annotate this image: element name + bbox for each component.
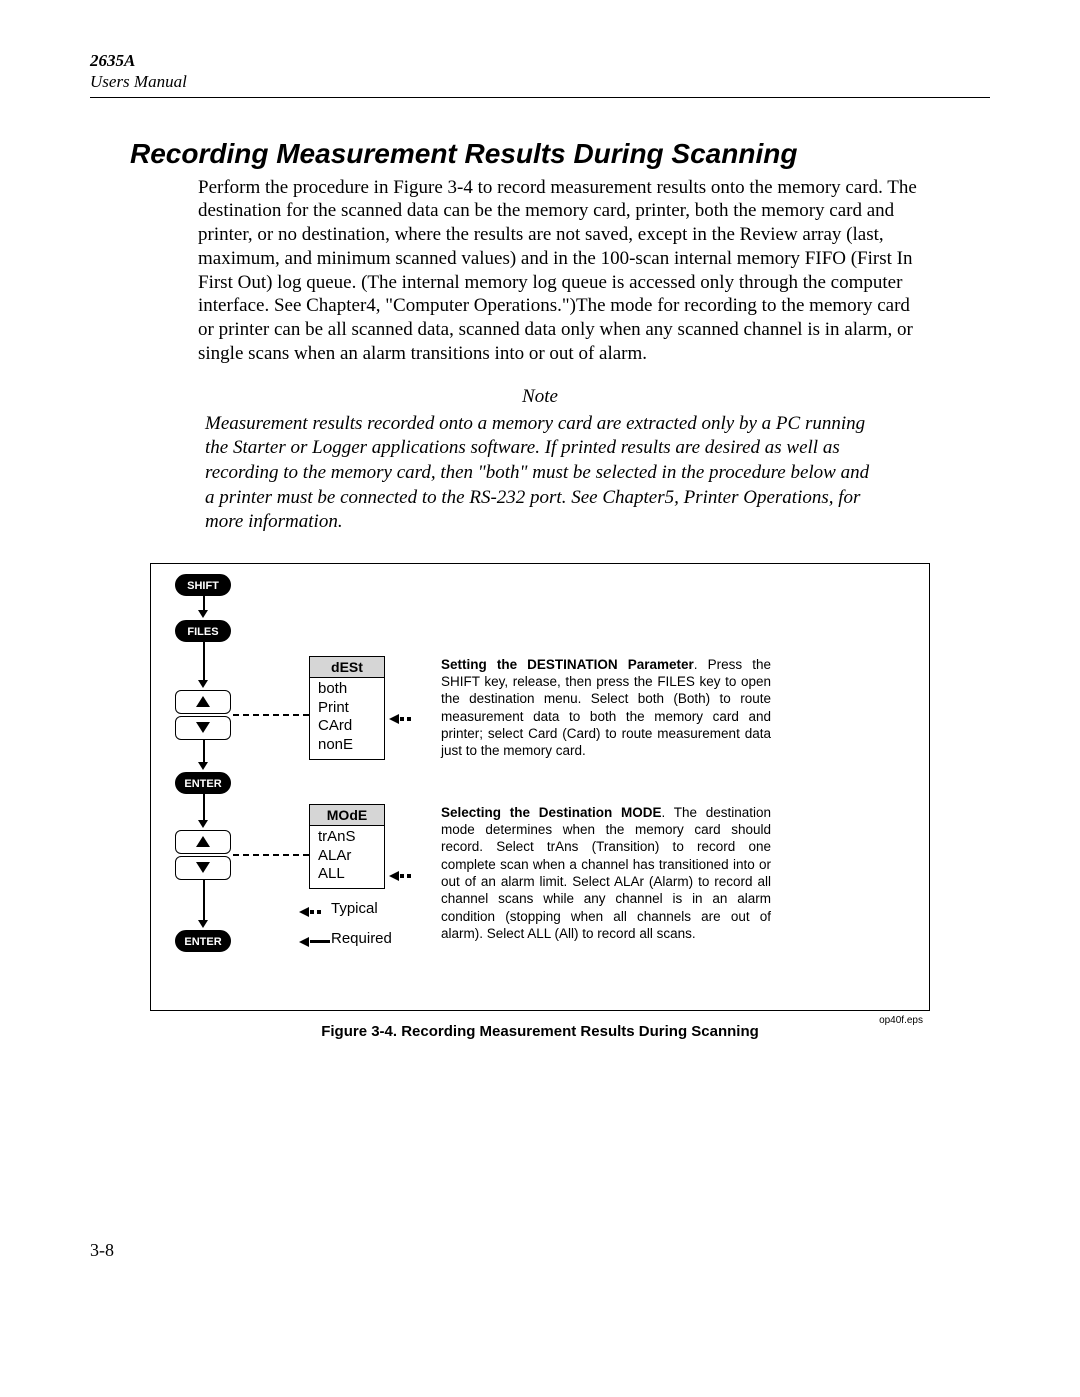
section-title: Recording Measurement Results During Sca…: [130, 138, 990, 170]
header-manual: Users Manual: [90, 71, 990, 92]
dashed-connector: [233, 714, 309, 716]
mode-header: MOdE: [310, 805, 384, 826]
flow-arrowhead-icon: [198, 820, 208, 828]
flow-line: [203, 642, 205, 682]
page-number: 3-8: [90, 1240, 990, 1261]
mode-options: trAnS ALAr ALL: [310, 826, 384, 888]
typical-arrow-icon: [389, 714, 414, 724]
header-model: 2635A: [90, 50, 990, 71]
note-body: Measurement results recorded onto a memo…: [205, 412, 875, 535]
figure-eps-name: op40f.eps: [879, 1015, 923, 1026]
desc1-title: Setting the DESTINATION Parameter: [441, 657, 694, 672]
page-header: 2635A Users Manual: [90, 50, 990, 93]
enter-button: ENTER: [175, 930, 231, 952]
dest-header: dESt: [310, 657, 384, 678]
up-arrow-button: [175, 690, 231, 714]
files-button: FILES: [175, 620, 231, 642]
enter-button: ENTER: [175, 772, 231, 794]
flow-line: [203, 740, 205, 764]
legend-typical-arrow-icon: [299, 907, 324, 917]
body-paragraph: Perform the procedure in Figure 3-4 to r…: [198, 176, 930, 366]
dest-opt: CArd: [318, 717, 376, 736]
desc2-title: Selecting the Destination MODE: [441, 805, 661, 820]
triangle-up-icon: [196, 836, 210, 847]
desc2-body: . The destination mode determines when t…: [441, 805, 771, 941]
figure-frame: SHIFT FILES dESt both Print CArd nonE: [150, 563, 930, 1011]
dashed-connector: [233, 854, 309, 856]
mode-opt: trAnS: [318, 828, 376, 847]
dest-option-box: dESt both Print CArd nonE: [309, 656, 385, 760]
down-arrow-button: [175, 856, 231, 880]
triangle-up-icon: [196, 696, 210, 707]
desc-mode: Selecting the Destination MODE. The dest…: [441, 804, 771, 942]
legend-required-arrow-icon: [299, 937, 330, 947]
legend-required-label: Required: [331, 930, 392, 947]
figure-container: SHIFT FILES dESt both Print CArd nonE: [150, 563, 930, 1040]
flow-arrowhead-icon: [198, 680, 208, 688]
mode-opt: ALAr: [318, 847, 376, 866]
header-rule: [90, 97, 990, 98]
flow-line: [203, 794, 205, 822]
note-label: Note: [90, 386, 990, 408]
dest-opt: Print: [318, 699, 376, 718]
dest-opt: both: [318, 680, 376, 699]
flow-arrowhead-icon: [198, 762, 208, 770]
triangle-down-icon: [196, 862, 210, 873]
triangle-down-icon: [196, 722, 210, 733]
typical-arrow-icon: [389, 871, 414, 881]
desc-destination: Setting the DESTINATION Parameter. Press…: [441, 656, 771, 760]
down-arrow-button: [175, 716, 231, 740]
figure-caption: Figure 3-4. Recording Measurement Result…: [150, 1023, 930, 1040]
flow-arrowhead-icon: [198, 610, 208, 618]
mode-opt: ALL: [318, 865, 376, 884]
mode-option-box: MOdE trAnS ALAr ALL: [309, 804, 385, 889]
flow-arrowhead-icon: [198, 920, 208, 928]
desc1-body: . Press the SHIFT key, release, then pre…: [441, 657, 771, 758]
shift-button: SHIFT: [175, 574, 231, 596]
flow-line: [203, 880, 205, 922]
up-arrow-button: [175, 830, 231, 854]
dest-options: both Print CArd nonE: [310, 678, 384, 759]
dest-opt: nonE: [318, 736, 376, 755]
legend-typical-label: Typical: [331, 900, 378, 917]
